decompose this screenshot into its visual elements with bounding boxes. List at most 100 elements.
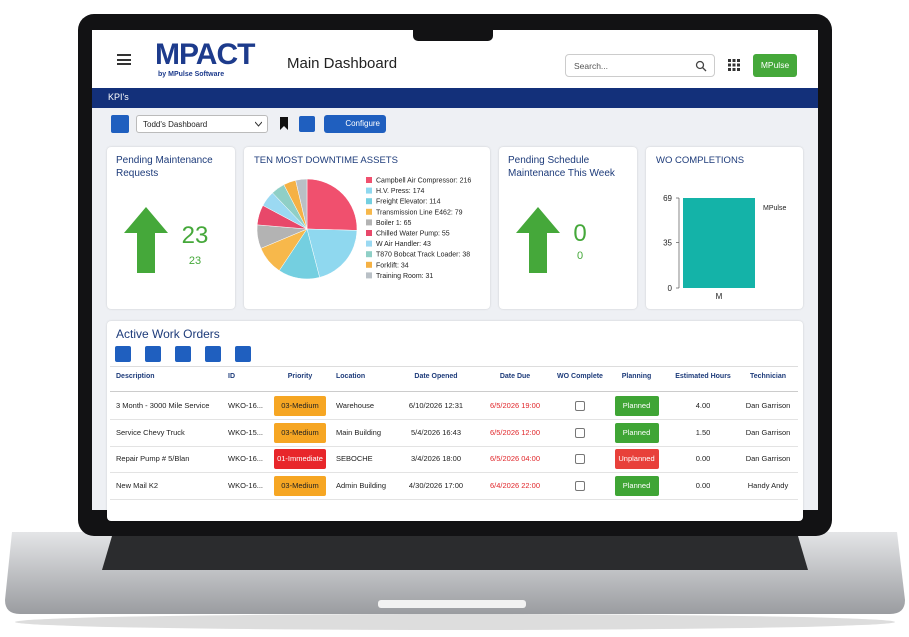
- page-title: Main Dashboard: [287, 55, 398, 72]
- kpi-title: Pending Schedule Maintenance This Week: [508, 155, 615, 179]
- legend-label: T870 Bobcat Track Loader: 38: [376, 252, 470, 259]
- table-cell: Handy Andy: [747, 480, 789, 490]
- legend-swatch: [366, 187, 372, 194]
- table-cell: WKO-16...: [228, 480, 264, 490]
- filter-button[interactable]: [299, 116, 315, 132]
- checkbox[interactable]: [575, 401, 585, 411]
- checkbox[interactable]: [575, 454, 585, 464]
- planning-badge: Planned: [614, 422, 659, 443]
- table-cell: Dan Garrison: [745, 401, 791, 410]
- kpi-subvalue: 23: [188, 255, 202, 267]
- table-cell: Service Chevy Truck: [116, 427, 185, 437]
- priority-badge: 03-Medium: [274, 396, 326, 416]
- planning-badge: Unplanned: [614, 449, 659, 469]
- legend-label: Training Room: 31: [376, 273, 433, 280]
- table-cell: 6/10/2026 12:31: [408, 401, 464, 410]
- camera-notch: [413, 28, 493, 41]
- table-cell: Warehouse: [336, 401, 375, 410]
- table-cell: WKO-16...: [228, 401, 264, 410]
- column-header: Description: [116, 373, 155, 380]
- table-cell: Repair Pump # 5/Blan: [116, 454, 190, 463]
- table-cell: 6/5/2026 19:00: [489, 401, 541, 410]
- up-arrow: [516, 207, 560, 273]
- table-cell: WKO-16...: [228, 454, 264, 463]
- list-button[interactable]: [111, 115, 129, 133]
- legend-label: Campbell Air Compressor: 216: [376, 178, 471, 185]
- legend-swatch: [366, 177, 372, 183]
- bar-chart: 0 35 69 M MPulse: [663, 194, 786, 301]
- legend-swatch: [366, 208, 372, 215]
- planning-badge: Planned: [614, 475, 659, 496]
- upload-button[interactable]: [205, 346, 221, 362]
- column-header: Planning: [621, 373, 652, 380]
- configure-button[interactable]: Configure: [324, 115, 386, 133]
- table-cell: 4.00: [695, 401, 711, 410]
- section-bar-label: KPI's: [108, 92, 129, 102]
- priority-badge: 01-Immediate: [274, 449, 326, 469]
- priority-badge: 03-Medium: [274, 422, 326, 443]
- pie-slice: [295, 178, 308, 230]
- legend-swatch: [366, 240, 372, 247]
- column-header: Date Due: [499, 373, 531, 380]
- table-title: Active Work Orders: [116, 327, 220, 341]
- table-cell: 6/5/2026 12:00: [489, 427, 541, 437]
- legend-label: Boiler 1: 65: [376, 220, 412, 227]
- checkbox[interactable]: [575, 427, 585, 438]
- legend-swatch: [366, 261, 372, 268]
- y-tick-label: 69: [663, 194, 672, 203]
- kpi-title: Pending Maintenance Requests: [116, 155, 213, 179]
- table-card: [107, 321, 803, 521]
- section-bar: [92, 88, 818, 108]
- column-header: Location: [336, 373, 366, 380]
- table-cell: New Mail K2: [116, 480, 159, 490]
- up-arrow: [124, 207, 168, 273]
- search-box[interactable]: Search...: [565, 54, 715, 77]
- legend-swatch: [366, 272, 372, 279]
- table-cell: WKO-15...: [228, 427, 264, 437]
- planning-badge: Planned: [614, 396, 659, 416]
- menu-icon[interactable]: [117, 54, 131, 65]
- logo: MPACT: [155, 38, 255, 71]
- legend-swatch: [366, 198, 372, 205]
- view-button[interactable]: [175, 346, 191, 362]
- dashboard-select[interactable]: Todd's Dashboard: [136, 115, 268, 133]
- table-cell: Dan Garrison: [745, 427, 791, 437]
- table-cell: Dan Garrison: [745, 454, 791, 463]
- logo-tagline: by MPulse Software: [158, 71, 225, 78]
- add-button[interactable]: [115, 346, 131, 362]
- legend-swatch: [366, 219, 372, 226]
- x-tick-label: M: [716, 292, 723, 301]
- table-cell: 6/5/2026 04:00: [489, 454, 541, 463]
- column-header: Estimated Hours: [675, 373, 731, 380]
- table-cell: 1.50: [695, 427, 711, 437]
- column-header: ID: [228, 373, 235, 380]
- edit-button[interactable]: [145, 346, 161, 362]
- table-cell: 4/30/2026 17:00: [408, 480, 464, 490]
- column-header: Technician: [749, 373, 787, 380]
- y-tick-label: 35: [663, 238, 672, 247]
- kpi-value: 23: [181, 222, 209, 249]
- configure-label: Configure: [345, 119, 380, 128]
- bar: [683, 198, 755, 288]
- legend-label: Freight Elevator: 114: [376, 199, 441, 206]
- column-header: Date Opened: [414, 373, 458, 380]
- y-tick-label: 0: [668, 284, 673, 293]
- column-header: WO Complete: [557, 373, 603, 380]
- user-button[interactable]: MPulse: [753, 54, 797, 77]
- pie-title: TEN MOST DOWNTIME ASSETS: [254, 155, 398, 166]
- pie-chart: Campbell Air Compressor: 216 H.V. Press: …: [256, 177, 471, 280]
- bookmark-icon[interactable]: [279, 117, 289, 131]
- search-placeholder: Search...: [574, 61, 609, 71]
- legend-label: MPulse: [763, 205, 786, 212]
- row-divider: [110, 445, 798, 447]
- table-cell: 3/4/2026 18:00: [410, 454, 462, 463]
- legend-label: Chilled Water Pump: 55: [376, 231, 450, 238]
- history-button[interactable]: [235, 346, 251, 362]
- apps-icon[interactable]: [728, 59, 740, 71]
- table-cell: Admin Building: [336, 480, 387, 490]
- pie-slice: [306, 178, 358, 231]
- table-cell: 0.00: [695, 480, 711, 490]
- legend-label: Transmission Line E462: 79: [376, 209, 463, 216]
- checkbox[interactable]: [575, 480, 585, 491]
